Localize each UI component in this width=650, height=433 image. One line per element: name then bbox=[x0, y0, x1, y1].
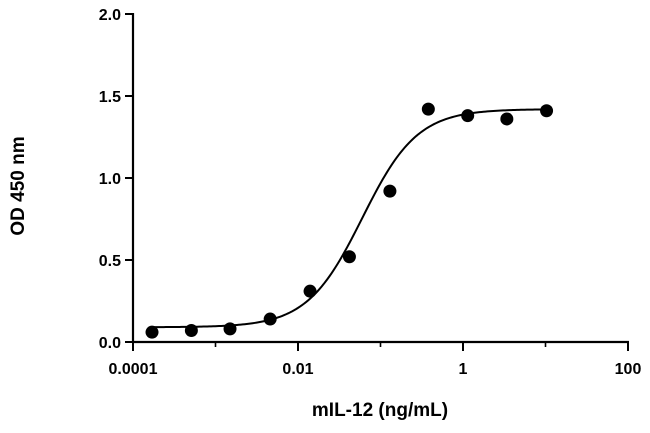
fit-curve bbox=[152, 108, 547, 329]
data-point bbox=[263, 312, 277, 326]
data-point bbox=[145, 325, 159, 339]
y-tick-label: 0.5 bbox=[99, 253, 121, 270]
data-point bbox=[461, 109, 475, 123]
data-point bbox=[500, 112, 514, 126]
x-tick-label: 0.0001 bbox=[109, 361, 158, 378]
y-tick-label: 2.0 bbox=[99, 7, 121, 24]
data-point bbox=[184, 324, 198, 338]
x-axis-title: mIL-12 (ng/mL) bbox=[312, 400, 448, 421]
y-axis: 0.0 0.5 1.0 1.5 2.0 bbox=[99, 7, 135, 352]
y-axis-title: OD 450 nm bbox=[8, 136, 29, 235]
x-tick-label: 100 bbox=[615, 361, 642, 378]
data-point bbox=[303, 284, 317, 298]
data-point bbox=[383, 184, 397, 198]
data-point bbox=[540, 104, 554, 118]
data-point bbox=[223, 322, 237, 336]
x-tick-label: 0.01 bbox=[282, 361, 313, 378]
data-points bbox=[145, 102, 554, 339]
y-tick-label: 0.0 bbox=[99, 335, 121, 352]
y-tick-label: 1.0 bbox=[99, 171, 121, 188]
x-tick-label: 1 bbox=[459, 361, 468, 378]
y-tick-label: 1.5 bbox=[99, 89, 121, 106]
data-point bbox=[342, 250, 356, 264]
x-axis: 0.0001 0.01 1 100 bbox=[109, 340, 642, 378]
data-point bbox=[421, 102, 435, 116]
